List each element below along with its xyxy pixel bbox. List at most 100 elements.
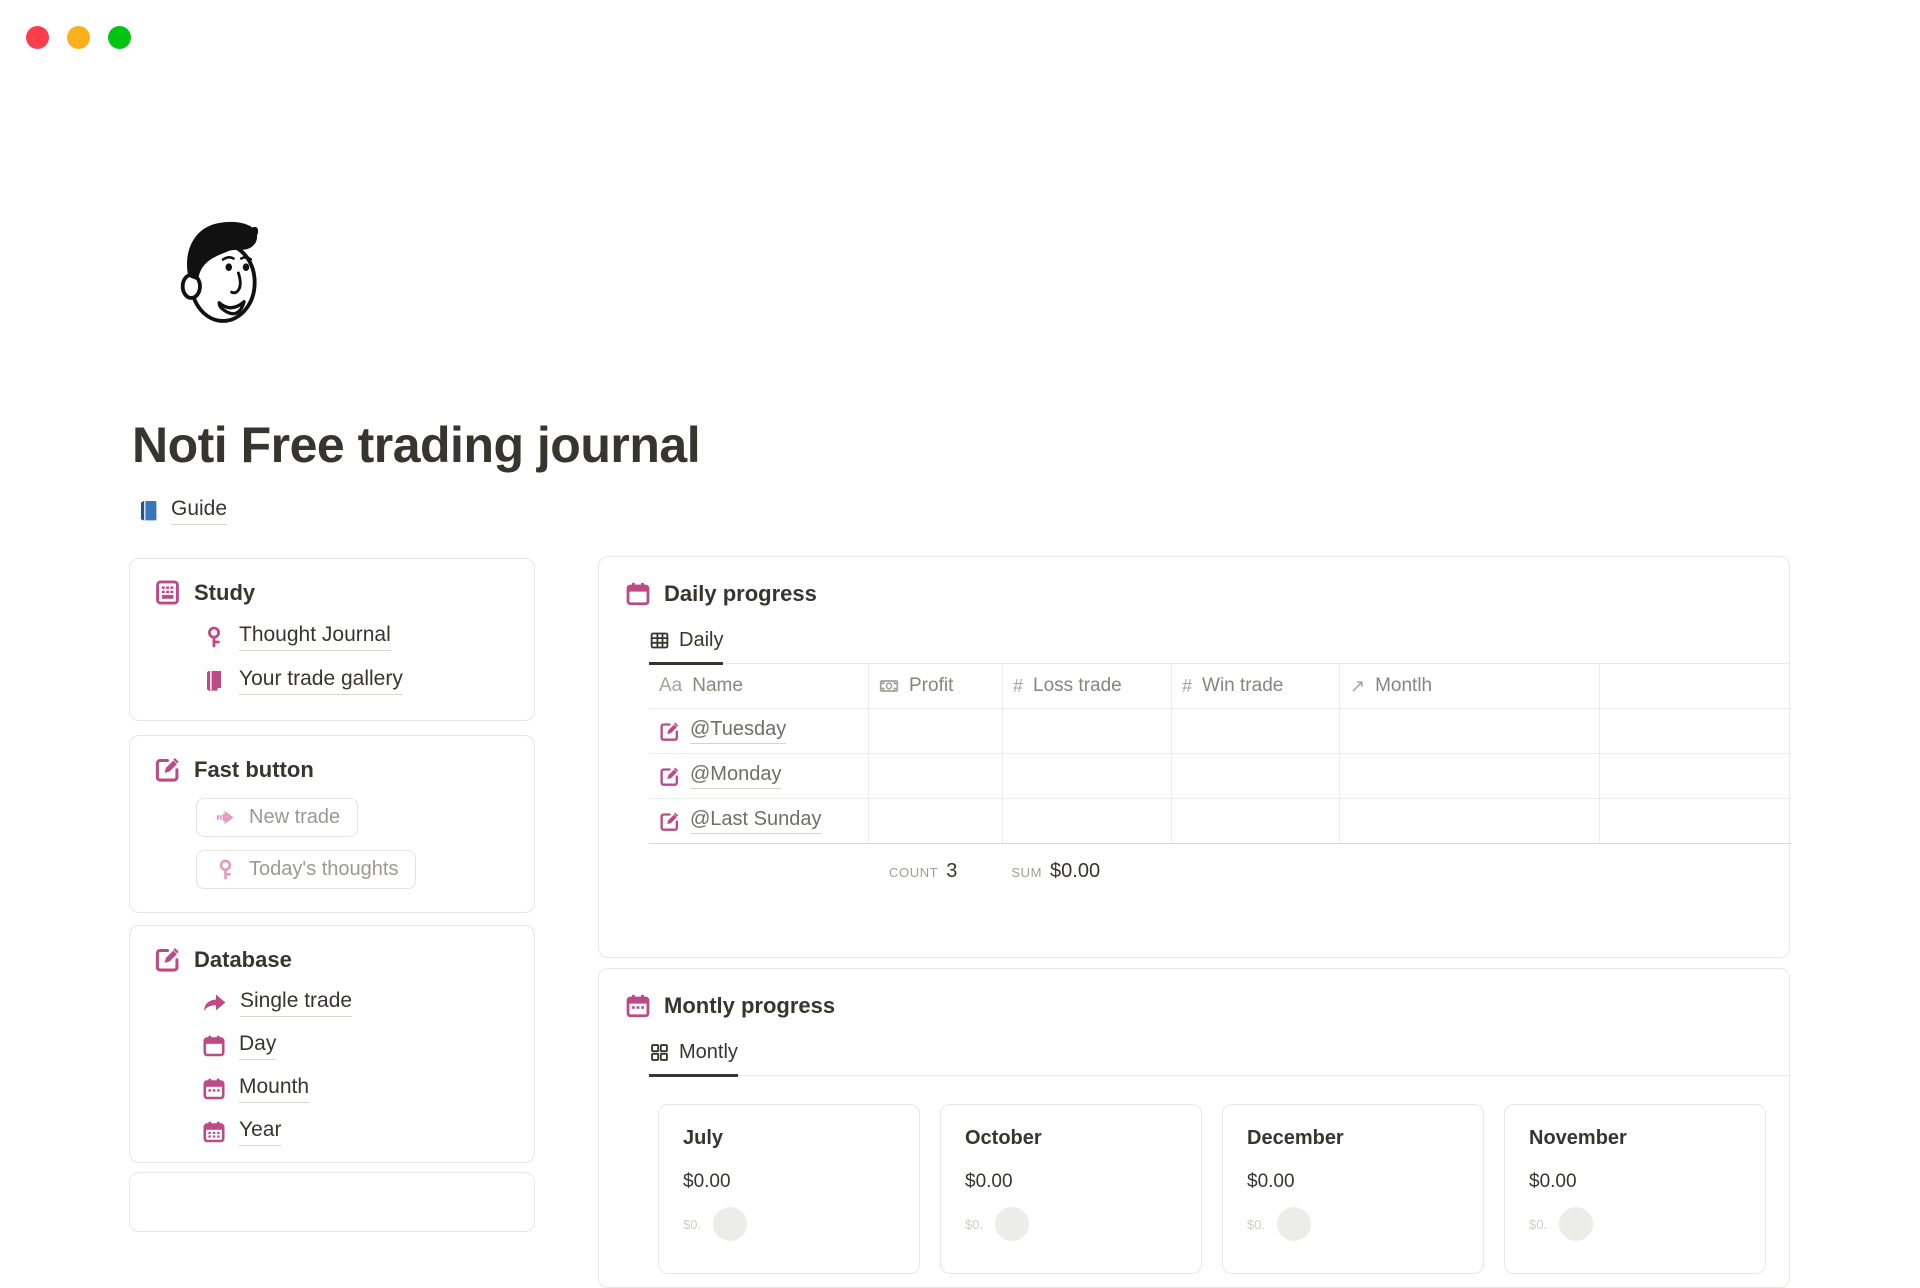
empty-cell[interactable] bbox=[1340, 754, 1600, 798]
month-card-july[interactable]: July $0.00 $0. bbox=[658, 1104, 920, 1274]
tab-montly[interactable]: Montly bbox=[649, 1041, 738, 1077]
column-header-extra[interactable] bbox=[1600, 664, 1791, 708]
sidebar-partial-card bbox=[129, 1172, 535, 1232]
sidebar-item-trade-gallery[interactable]: Your trade gallery bbox=[239, 667, 403, 695]
table-footer: COUNT 3 SUM $0.00 bbox=[889, 860, 1791, 883]
count-label[interactable]: COUNT bbox=[889, 865, 939, 880]
monthly-progress-title: Montly progress bbox=[664, 993, 836, 1018]
calendar-dots-icon bbox=[625, 993, 651, 1019]
gallery-view-icon bbox=[649, 1042, 670, 1063]
pencil-square-icon bbox=[154, 756, 181, 783]
month-card-title: December bbox=[1247, 1127, 1344, 1149]
pencil-square-icon bbox=[659, 721, 680, 742]
monthly-view-tabs: Montly bbox=[649, 1041, 1789, 1077]
database-card: Database Single trade Day bbox=[129, 925, 535, 1163]
zoom-window-button[interactable] bbox=[108, 26, 131, 49]
empty-cell[interactable] bbox=[1600, 709, 1791, 753]
thought-key-icon bbox=[214, 858, 237, 881]
month-card-october[interactable]: October $0.00 $0. bbox=[940, 1104, 1202, 1274]
calendar-icon bbox=[625, 581, 651, 607]
empty-cell[interactable] bbox=[1340, 799, 1600, 843]
column-header-profit[interactable]: Profit bbox=[869, 664, 1003, 708]
avatar-placeholder-circle bbox=[713, 1207, 748, 1241]
blue-book-icon bbox=[136, 499, 160, 523]
thought-key-icon bbox=[202, 625, 226, 649]
todays-thoughts-button[interactable]: Today's thoughts bbox=[196, 850, 417, 889]
month-card-title: October bbox=[965, 1127, 1042, 1149]
close-window-button[interactable] bbox=[26, 26, 49, 49]
month-card-title: July bbox=[683, 1127, 724, 1149]
month-card-title: November bbox=[1529, 1127, 1627, 1149]
tab-daily[interactable]: Daily bbox=[649, 629, 724, 665]
avatar-placeholder-circle bbox=[1559, 1207, 1594, 1241]
study-card: Study Thought Journal Your trade gallery bbox=[129, 558, 535, 721]
sum-label[interactable]: SUM bbox=[1011, 865, 1043, 880]
avatar-placeholder-circle bbox=[995, 1207, 1030, 1241]
empty-cell[interactable] bbox=[1172, 799, 1340, 843]
column-header-win-trade[interactable]: # Win trade bbox=[1172, 664, 1340, 708]
column-header-loss-trade[interactable]: # Loss trade bbox=[1003, 664, 1172, 708]
row-link-tuesday[interactable]: @Tuesday bbox=[690, 718, 787, 744]
new-trade-button-label: New trade bbox=[249, 806, 341, 828]
row-link-monday[interactable]: @Monday bbox=[690, 763, 782, 789]
sidebar-item-mounth[interactable]: Mounth bbox=[239, 1075, 310, 1103]
row-link-last-sunday[interactable]: @Last Sunday bbox=[690, 808, 822, 834]
sidebar-item-year[interactable]: Year bbox=[239, 1118, 282, 1146]
row-name-cell[interactable]: @Last Sunday bbox=[649, 799, 869, 843]
calculator-grid-icon bbox=[154, 579, 181, 606]
count-value: 3 bbox=[946, 860, 958, 882]
month-card-value: $0.00 bbox=[683, 1171, 731, 1192]
guide-link[interactable]: Guide bbox=[171, 497, 228, 525]
month-card-december[interactable]: December $0.00 $0. bbox=[1222, 1104, 1484, 1274]
empty-cell[interactable] bbox=[1172, 754, 1340, 798]
month-card-partial-row: $0. bbox=[965, 1207, 1177, 1241]
daily-table-header: Aa Name Profit # Loss trade # W bbox=[649, 664, 1791, 709]
sidebar-item-day[interactable]: Day bbox=[239, 1032, 277, 1060]
row-name-cell[interactable]: @Tuesday bbox=[649, 709, 869, 753]
empty-cell[interactable] bbox=[1003, 754, 1172, 798]
window-controls bbox=[26, 26, 131, 49]
page-icon-face[interactable] bbox=[175, 213, 271, 331]
month-card-partial-row: $0. bbox=[683, 1207, 895, 1241]
empty-cell[interactable] bbox=[1003, 709, 1172, 753]
tab-montly-label: Montly bbox=[679, 1041, 738, 1063]
daily-view-tabs: Daily bbox=[649, 629, 1789, 665]
new-trade-button[interactable]: New trade bbox=[196, 798, 359, 837]
book-icon bbox=[202, 669, 226, 693]
column-header-montlh[interactable]: ↗ Montlh bbox=[1340, 664, 1600, 708]
empty-cell[interactable] bbox=[869, 754, 1003, 798]
pencil-square-icon bbox=[659, 766, 680, 787]
column-header-name[interactable]: Aa Name bbox=[649, 664, 869, 708]
text-type-icon: Aa bbox=[659, 675, 683, 696]
empty-cell[interactable] bbox=[869, 709, 1003, 753]
guide-row: Guide bbox=[136, 497, 228, 525]
calendar-grid-icon bbox=[202, 1120, 226, 1144]
month-card-partial-row: $0. bbox=[1247, 1207, 1459, 1241]
avatar-placeholder-circle bbox=[1277, 1207, 1312, 1241]
minimize-window-button[interactable] bbox=[67, 26, 90, 49]
number-type-icon: # bbox=[1182, 675, 1193, 696]
empty-cell[interactable] bbox=[1172, 709, 1340, 753]
relation-arrow-icon: ↗ bbox=[1350, 675, 1366, 696]
sidebar-item-thought-journal[interactable]: Thought Journal bbox=[239, 623, 391, 651]
empty-cell[interactable] bbox=[1003, 799, 1172, 843]
empty-cell[interactable] bbox=[1600, 754, 1791, 798]
calendar-icon bbox=[202, 1034, 226, 1058]
month-card-november[interactable]: November $0.00 $0. bbox=[1504, 1104, 1766, 1274]
calendar-dots-icon bbox=[202, 1077, 226, 1101]
empty-cell[interactable] bbox=[869, 799, 1003, 843]
number-type-icon: # bbox=[1013, 675, 1024, 696]
todays-thoughts-button-label: Today's thoughts bbox=[249, 858, 399, 880]
share-arrow-icon bbox=[202, 991, 227, 1016]
daily-table: Aa Name Profit # Loss trade # W bbox=[649, 664, 1791, 883]
table-row: @Monday bbox=[649, 754, 1791, 799]
table-row: @Tuesday bbox=[649, 709, 1791, 754]
row-name-cell[interactable]: @Monday bbox=[649, 754, 869, 798]
sidebar-item-single-trade[interactable]: Single trade bbox=[240, 989, 353, 1017]
month-card-value: $0.00 bbox=[1247, 1171, 1295, 1192]
empty-cell[interactable] bbox=[1600, 799, 1791, 843]
table-row: @Last Sunday bbox=[649, 799, 1791, 844]
tab-daily-label: Daily bbox=[679, 629, 724, 651]
database-card-title: Database bbox=[194, 946, 292, 972]
empty-cell[interactable] bbox=[1340, 709, 1600, 753]
